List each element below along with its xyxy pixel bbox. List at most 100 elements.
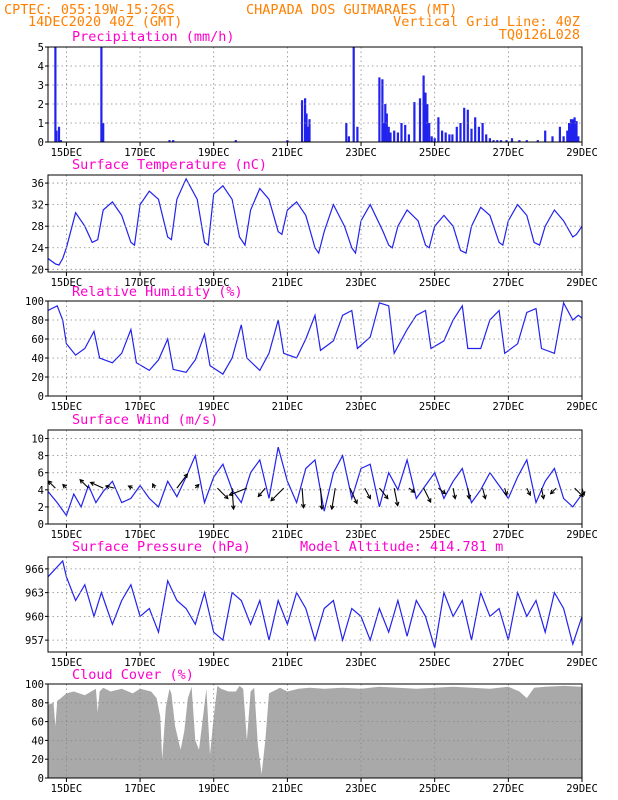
cloud-series xyxy=(48,685,582,778)
precip-bar xyxy=(382,123,385,142)
precip-bar xyxy=(441,130,444,142)
precip-bar xyxy=(400,123,403,142)
x-tick-label: 21DEC xyxy=(272,147,304,159)
wind-arrow xyxy=(438,487,447,495)
precip-bar xyxy=(387,126,390,142)
precip-bar xyxy=(488,138,491,142)
precip-bar xyxy=(352,47,355,142)
x-tick-label: 27DEC xyxy=(493,401,525,413)
y-tick-label: 24 xyxy=(31,243,44,255)
precip-bar xyxy=(172,140,175,142)
x-tick-label: 15DEC xyxy=(51,657,83,669)
wind-grid xyxy=(48,430,583,525)
model-altitude-label: Model Altitude: 414.781 m xyxy=(300,539,503,555)
temp-frame xyxy=(47,174,583,273)
x-tick-label: 21DEC xyxy=(272,401,304,413)
x-tick-label: 25DEC xyxy=(419,783,451,795)
precip-bar xyxy=(286,140,289,142)
x-tick-label: 25DEC xyxy=(419,657,451,669)
y-tick-label: 2 xyxy=(38,502,44,514)
panels: Precipitation (mm/h) 0 1 2 3 4 5 15DEC 17DEC 19DE… xyxy=(25,29,598,795)
y-tick-label: 100 xyxy=(25,679,44,691)
wind-arrow xyxy=(300,488,306,509)
precip-bar xyxy=(536,140,539,142)
precip-bar xyxy=(305,113,308,142)
cloud-area xyxy=(48,685,582,778)
precip-bar xyxy=(428,123,431,142)
precip-bar xyxy=(496,140,499,142)
wind-arrow xyxy=(482,487,487,500)
x-tick-label: 19DEC xyxy=(198,147,230,159)
wind-arrow xyxy=(257,487,266,498)
precip-bar xyxy=(59,140,62,142)
x-tick-label: 27DEC xyxy=(493,657,525,669)
pressure-series xyxy=(47,559,583,649)
cloud-title: Cloud Cover (%) xyxy=(72,667,194,683)
pressure-line xyxy=(47,559,583,649)
precip-bar xyxy=(407,134,410,142)
x-tick-label: 23DEC xyxy=(345,657,377,669)
precip-grid xyxy=(48,46,583,143)
wind-arrow xyxy=(270,487,285,502)
pressure-panel: Surface Pressure (hPa) 957 960 963 966 15DEC 1… xyxy=(25,539,598,669)
precip-bar xyxy=(477,126,480,142)
precip-bar xyxy=(551,136,554,142)
y-tick-label: 80 xyxy=(31,698,44,710)
x-tick-label: 29DEC xyxy=(566,277,598,289)
temp-line xyxy=(47,177,583,266)
wind-arrow xyxy=(349,487,358,505)
y-tick-label: 20 xyxy=(31,264,44,276)
x-tick-label: 29DEC xyxy=(566,657,598,669)
precip-series xyxy=(54,47,580,142)
precip-bar xyxy=(575,121,578,142)
y-tick-label: 100 xyxy=(25,296,44,308)
x-tick-label: 15DEC xyxy=(51,783,83,795)
wind-arrow xyxy=(319,488,325,511)
precip-bar xyxy=(393,130,396,142)
y-tick-label: 0 xyxy=(38,519,44,531)
precip-bar xyxy=(492,140,495,142)
precip-bar xyxy=(577,136,580,142)
y-tick-label: 2 xyxy=(38,99,44,111)
x-tick-label: 23DEC xyxy=(345,783,377,795)
x-tick-label: 25DEC xyxy=(419,529,451,541)
wind-arrow xyxy=(79,478,89,489)
precip-bar xyxy=(54,47,57,142)
wind-arrow xyxy=(580,487,586,497)
precip-bar xyxy=(385,113,388,142)
x-tick-label: 27DEC xyxy=(493,783,525,795)
precip-bar xyxy=(562,136,565,142)
precip-bar xyxy=(304,98,307,142)
wind-arrow xyxy=(526,487,531,497)
wind-arrow xyxy=(89,481,104,489)
x-tick-label: 17DEC xyxy=(124,529,156,541)
precip-bar xyxy=(444,132,447,142)
pressure-frame xyxy=(47,556,583,653)
precip-bar xyxy=(345,123,348,142)
wind-title: Surface Wind (m/s) xyxy=(72,412,218,428)
wind-frame xyxy=(47,429,583,525)
wind-arrow xyxy=(452,488,457,500)
precip-bar xyxy=(470,128,473,142)
y-tick-label: 6 xyxy=(38,468,44,480)
precip-bar xyxy=(568,123,571,142)
x-tick-label: 17DEC xyxy=(124,401,156,413)
header-station-name: CHAPADA DOS GUIMARAES (MT) xyxy=(246,2,457,18)
wind-arrow xyxy=(228,487,248,497)
precip-bar xyxy=(571,119,574,142)
y-tick-label: 28 xyxy=(31,221,44,233)
precip-bar xyxy=(347,136,350,142)
x-tick-label: 23DEC xyxy=(345,277,377,289)
precip-bar xyxy=(566,130,569,142)
y-tick-label: 8 xyxy=(38,451,44,463)
x-tick-label: 21DEC xyxy=(272,277,304,289)
y-tick-label: 966 xyxy=(25,564,44,576)
wind-vectors xyxy=(47,473,586,511)
pressure-title: Surface Pressure (hPa) xyxy=(72,539,251,555)
wind-panel: Surface Wind (m/s) 0 2 4 6 8 10 15DEC 17DEC 19DEC… xyxy=(31,412,597,541)
wind-arrow xyxy=(329,488,336,511)
precip-bar xyxy=(381,79,384,142)
precip-bar xyxy=(306,126,310,142)
cloud-frame xyxy=(47,683,583,779)
cloud-panel: Cloud Cover (%) 0 20 40 60 80 100 15DEC 17DEC 19D… xyxy=(25,667,598,795)
